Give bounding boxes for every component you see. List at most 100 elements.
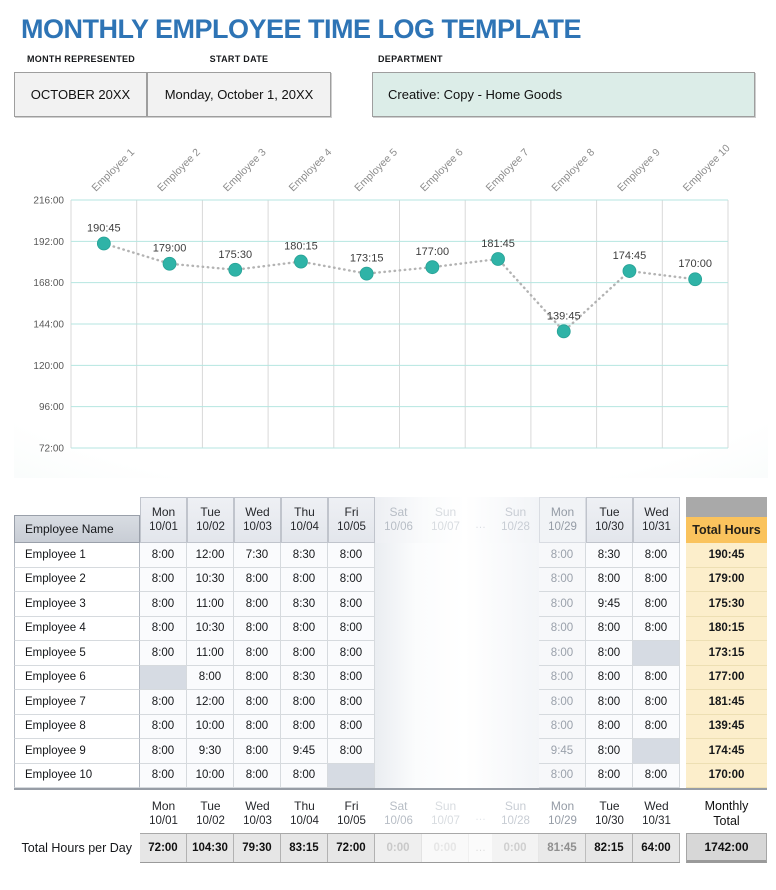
hours-cell[interactable]: 8:00 [234, 763, 281, 788]
hours-cell[interactable]: 8:00 [328, 567, 375, 592]
hours-cell[interactable]: 10:00 [187, 714, 234, 739]
hours-cell[interactable]: 10:30 [187, 616, 234, 641]
hours-cell[interactable]: 8:00 [281, 641, 328, 666]
hours-cell[interactable]: 8:00 [633, 567, 680, 592]
empty-hours-cell[interactable] [633, 641, 680, 666]
employee-hours-chart[interactable]: 216:00 192:00 168:00 144:00 120:00 96:00 72:00… [14, 130, 768, 478]
hours-cell[interactable]: 8:00 [539, 763, 586, 788]
employee-name-cell[interactable]: Employee 10 [14, 763, 140, 788]
hours-cell[interactable]: 9:30 [187, 739, 234, 764]
hours-cell[interactable]: 11:00 [187, 641, 234, 666]
hours-cell[interactable]: 9:45 [586, 592, 633, 617]
hours-cell[interactable]: 8:00 [140, 543, 187, 568]
hours-cell[interactable]: 8:00 [539, 714, 586, 739]
hours-cell[interactable]: 8:00 [140, 592, 187, 617]
empty-hours-cell[interactable] [633, 739, 680, 764]
employee-name-cell[interactable]: Employee 6 [14, 665, 140, 690]
x-axis-category-label: Employee 3 [221, 146, 269, 194]
hours-cell[interactable]: 8:30 [281, 665, 328, 690]
hours-cell[interactable]: 8:00 [140, 641, 187, 666]
hours-cell[interactable]: 8:00 [633, 592, 680, 617]
hours-cell[interactable]: 8:00 [539, 665, 586, 690]
hours-cell[interactable]: 8:00 [586, 616, 633, 641]
hours-cell[interactable]: 8:00 [633, 665, 680, 690]
employee-name-cell[interactable]: Employee 4 [14, 616, 140, 641]
hours-cell[interactable]: 8:00 [140, 763, 187, 788]
hours-cell[interactable]: 8:00 [281, 567, 328, 592]
hours-cell[interactable]: 8:00 [140, 714, 187, 739]
hours-cell[interactable]: 8:00 [328, 616, 375, 641]
hours-cell[interactable]: 8:00 [539, 592, 586, 617]
month-represented-field[interactable]: OCTOBER 20XX [14, 72, 147, 117]
hours-cell[interactable]: 8:00 [328, 665, 375, 690]
hours-cell[interactable]: 8:00 [187, 665, 234, 690]
hours-cell[interactable]: 8:00 [539, 567, 586, 592]
day-date: 10/30 [595, 815, 624, 827]
hours-cell[interactable]: 8:00 [633, 763, 680, 788]
hours-cell[interactable]: 8:00 [586, 665, 633, 690]
hours-cell[interactable]: 8:00 [281, 763, 328, 788]
hours-cell[interactable]: 8:00 [234, 739, 281, 764]
hours-cell[interactable]: 8:00 [234, 592, 281, 617]
hours-cell[interactable]: 8:00 [328, 641, 375, 666]
hours-cell[interactable]: 8:00 [234, 616, 281, 641]
hours-cell[interactable]: 8:00 [234, 641, 281, 666]
hours-cell[interactable]: 8:00 [586, 641, 633, 666]
hours-cell[interactable]: 8:00 [281, 690, 328, 715]
hours-cell[interactable]: 8:00 [140, 739, 187, 764]
hours-cell[interactable]: 8:00 [633, 543, 680, 568]
day-column-header: Sun 10/07 [422, 497, 469, 543]
hours-cell[interactable]: 8:00 [234, 714, 281, 739]
employee-name-cell[interactable]: Employee 8 [14, 714, 140, 739]
hours-cell[interactable]: 8:00 [633, 690, 680, 715]
hours-cell[interactable]: 8:00 [234, 567, 281, 592]
employee-name-cell[interactable]: Employee 1 [14, 543, 140, 568]
hours-cell[interactable]: 8:00 [140, 690, 187, 715]
hours-cell[interactable]: 8:00 [281, 714, 328, 739]
hours-cell[interactable]: 10:30 [187, 567, 234, 592]
day-name: Wed [644, 505, 669, 519]
employee-name-cell[interactable]: Employee 7 [14, 690, 140, 715]
hours-cell[interactable]: 8:30 [586, 543, 633, 568]
hours-cell[interactable]: 8:00 [234, 690, 281, 715]
day-name: Wed [644, 799, 669, 813]
hours-cell[interactable]: 11:00 [187, 592, 234, 617]
employee-name-cell[interactable]: Employee 5 [14, 641, 140, 666]
hours-cell[interactable]: 8:00 [539, 616, 586, 641]
empty-hours-cell[interactable] [328, 763, 375, 788]
hours-cell[interactable]: 8:00 [633, 714, 680, 739]
department-field[interactable]: Creative: Copy - Home Goods [372, 72, 755, 117]
hours-cell[interactable]: 8:30 [281, 592, 328, 617]
employee-name-cell[interactable]: Employee 3 [14, 592, 140, 617]
hours-cell[interactable]: 12:00 [187, 543, 234, 568]
x-axis-category-label: Employee 5 [352, 146, 400, 194]
hours-cell[interactable]: 8:00 [586, 763, 633, 788]
employee-name-cell[interactable]: Employee 2 [14, 567, 140, 592]
hours-cell[interactable]: 8:00 [328, 714, 375, 739]
hours-cell[interactable]: 8:00 [328, 592, 375, 617]
hours-cell[interactable]: 8:00 [281, 616, 328, 641]
empty-hours-cell[interactable] [140, 665, 187, 690]
hours-cell[interactable]: 8:00 [234, 665, 281, 690]
hours-cell[interactable]: 8:00 [633, 616, 680, 641]
hours-cell[interactable]: 8:00 [539, 641, 586, 666]
hours-cell[interactable]: 8:00 [586, 567, 633, 592]
hours-cell[interactable]: 8:00 [140, 567, 187, 592]
hours-cell[interactable]: 12:00 [187, 690, 234, 715]
hours-cell[interactable]: 8:00 [328, 543, 375, 568]
hours-cell[interactable]: 8:00 [140, 616, 187, 641]
hours-cell[interactable]: 8:30 [281, 543, 328, 568]
hours-cell[interactable]: 8:00 [328, 690, 375, 715]
start-date-field[interactable]: Monday, October 1, 20XX [147, 72, 331, 117]
employee-name-cell[interactable]: Employee 9 [14, 739, 140, 764]
hours-cell[interactable]: 8:00 [539, 543, 586, 568]
hours-cell[interactable]: 8:00 [539, 690, 586, 715]
hours-cell[interactable]: 8:00 [586, 690, 633, 715]
hours-cell[interactable]: 9:45 [539, 739, 586, 764]
hours-cell[interactable]: 9:45 [281, 739, 328, 764]
hours-cell[interactable]: 8:00 [328, 739, 375, 764]
hours-cell[interactable]: 10:00 [187, 763, 234, 788]
hours-cell[interactable]: 7:30 [234, 543, 281, 568]
hours-cell[interactable]: 8:00 [586, 714, 633, 739]
hours-cell[interactable]: 8:00 [586, 739, 633, 764]
